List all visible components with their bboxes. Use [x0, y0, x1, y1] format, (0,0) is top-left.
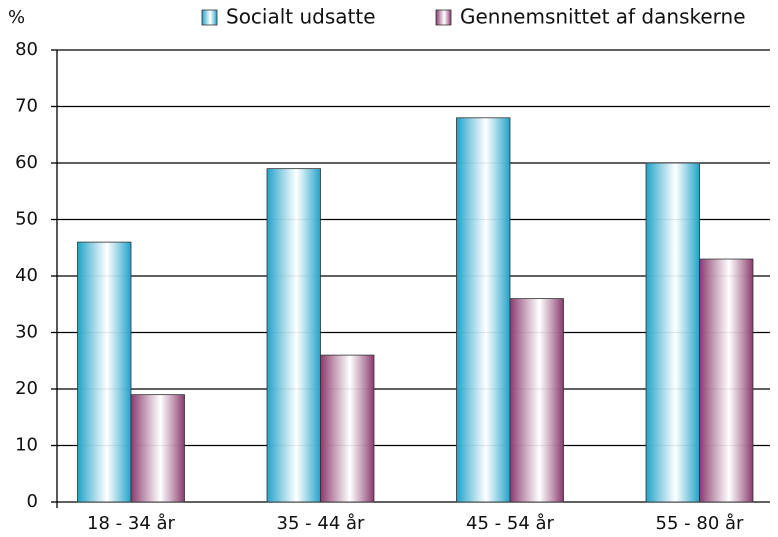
y-tick-label: 40 [15, 265, 38, 286]
y-tick-label: 70 [15, 96, 38, 117]
bar [456, 117, 511, 503]
y-axis-label: % [8, 7, 25, 28]
bar [320, 354, 375, 503]
legend-label: Gennemsnittet af danskerne [460, 5, 746, 29]
y-tick-label: 30 [15, 322, 38, 343]
y-tick-label: 10 [15, 435, 38, 456]
bar [645, 162, 700, 503]
bar [266, 168, 321, 503]
bar [509, 298, 564, 503]
y-tick-label: 60 [15, 152, 38, 173]
x-tick-label: 18 - 34 år [87, 513, 175, 534]
x-tick-label: 35 - 44 år [277, 513, 365, 534]
legend-swatch [201, 9, 218, 26]
y-tick-label: 50 [15, 209, 38, 230]
bar [130, 394, 185, 503]
bar [77, 241, 132, 503]
y-tick-label: 20 [15, 378, 38, 399]
x-tick-label: 45 - 54 år [466, 513, 554, 534]
x-tick-label: 55 - 80 år [656, 513, 744, 534]
bar [699, 258, 754, 503]
y-tick-label: 80 [15, 39, 38, 60]
legend-label: Socialt udsatte [226, 5, 376, 29]
legend-swatch [435, 9, 452, 26]
y-tick-label: 0 [27, 491, 38, 512]
